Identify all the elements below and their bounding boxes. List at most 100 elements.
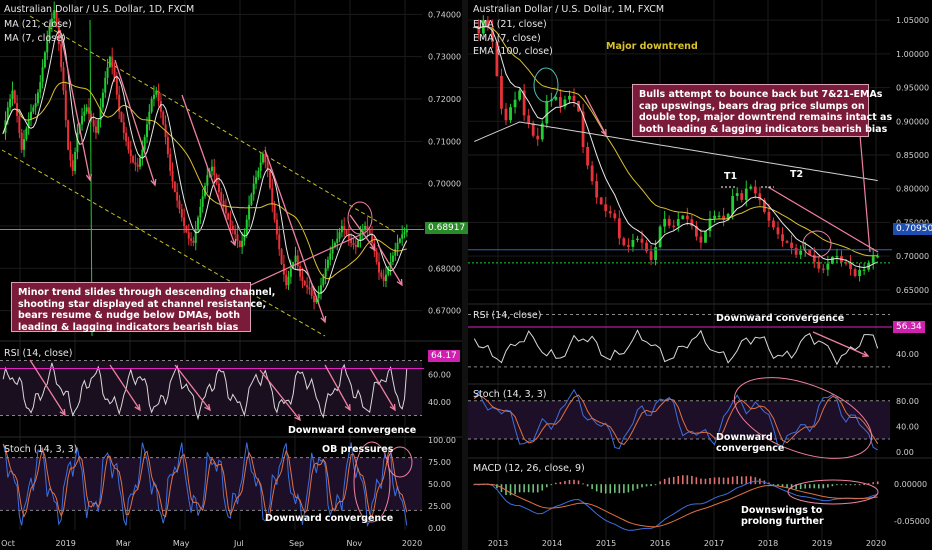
right-y-tick: 0.65000 <box>896 286 929 295</box>
left-candle <box>111 56 114 68</box>
left-stoch-y-tick: 75.00 <box>428 458 451 467</box>
left-rsi-last-tag: 64.17 <box>428 350 460 362</box>
left-candle <box>366 225 369 231</box>
right-y-tick: 0.95000 <box>896 84 929 93</box>
right-candle <box>586 146 590 166</box>
right-macd-hist-bar <box>731 476 734 485</box>
right-macd-hist-bar <box>573 479 575 485</box>
right-macd-hist-bar <box>836 484 838 486</box>
left-channel-upper <box>29 15 396 233</box>
right-candle <box>731 195 735 214</box>
left-candle <box>104 77 107 93</box>
right-candle <box>835 256 839 258</box>
left-x-tick: Mar <box>116 539 132 548</box>
right-macd-hist-bar <box>577 480 580 485</box>
right-macd-hist-bar <box>604 484 607 494</box>
panel-divider <box>462 0 468 550</box>
left-stoch-note-conv: Downward convergence <box>265 513 394 524</box>
right-note-line: cap upswings, bears drag price slumps on <box>639 100 865 112</box>
right-macd-hist-bar <box>700 478 702 485</box>
left-stoch-note-ob: OB pressures <box>322 444 394 455</box>
right-macd-hist-bar <box>514 484 516 495</box>
right-macd-hist-bar <box>695 477 698 485</box>
right-candle <box>631 240 635 247</box>
right-candle <box>518 90 522 100</box>
right-candle <box>694 226 698 237</box>
right-macd-hist-bar <box>509 484 512 496</box>
right-bottom-circle <box>802 230 832 258</box>
left-candle <box>71 160 74 171</box>
left-candle <box>125 132 128 142</box>
right-candle <box>568 95 571 100</box>
right-candle <box>649 251 653 260</box>
right-candle <box>613 213 617 219</box>
left-note-line: shooting star displayed at channel resis… <box>18 298 267 310</box>
left-candle <box>155 90 158 95</box>
right-candle <box>776 227 780 235</box>
right-rsi-title: RSI (14, close) <box>473 310 542 321</box>
left-y-tick: 0.73000 <box>428 53 461 62</box>
right-macd-hist-bar <box>790 484 793 489</box>
left-candle <box>217 183 220 193</box>
left-candle <box>13 90 16 104</box>
left-analysis-note: Minor trend slides through descending ch… <box>11 282 275 333</box>
left-candle <box>255 177 258 184</box>
left-candle <box>294 255 297 262</box>
left-candle <box>94 126 97 133</box>
right-macd-hist-bar <box>795 484 797 490</box>
right-macd-hist-bar <box>677 475 680 485</box>
left-candle <box>296 255 299 267</box>
right-ema21-line <box>474 26 878 257</box>
left-stoch-y-tick: 50.00 <box>428 480 451 489</box>
left-candle <box>306 285 309 288</box>
right-swing-arrow-head <box>600 128 607 137</box>
top-t2-label: T2 <box>790 169 804 180</box>
left-candle <box>120 111 123 123</box>
left-candle <box>74 151 77 171</box>
right-candle <box>704 231 707 243</box>
left-ma7-line <box>2 30 408 294</box>
right-legend-ema21: EMA (21, close) <box>473 19 547 30</box>
right-macd-hist-bar <box>527 484 530 493</box>
right-macd-hist-bar <box>858 484 861 486</box>
right-candle <box>740 193 744 200</box>
right-macd-note-line: Downswings to <box>741 505 823 516</box>
right-y-tick: 1.05000 <box>896 16 929 25</box>
right-macd-hist-bar <box>591 484 593 490</box>
right-x-tick: 2013 <box>488 539 508 548</box>
right-candle <box>744 188 748 200</box>
left-candle <box>199 206 202 218</box>
left-candle <box>62 67 65 91</box>
left-candle <box>187 232 190 239</box>
left-candle <box>405 230 408 233</box>
left-shooting-star-circle <box>347 201 373 235</box>
left-stoch-d-line <box>2 443 408 520</box>
left-candle <box>234 230 237 235</box>
left-candle <box>264 154 267 163</box>
right-stoch-y-tick: 0.00 <box>896 448 914 457</box>
right-candle <box>826 263 830 270</box>
left-candle <box>266 162 269 171</box>
right-macd-hist-bar <box>754 477 757 485</box>
left-candle <box>108 56 111 68</box>
right-chart-title: Australian Dollar / U.S. Dollar, 1M, FXC… <box>473 4 665 15</box>
right-legend-ema100: EMA (100, close) <box>473 46 553 57</box>
right-stoch-note-line: Downward <box>716 432 773 443</box>
left-stoch-y-tick: 0.00 <box>428 524 446 533</box>
right-candle <box>504 108 508 121</box>
right-candle <box>667 218 671 226</box>
right-x-tick: 2014 <box>542 539 562 548</box>
right-candle <box>509 107 512 121</box>
right-macd-hist-bar <box>496 484 498 489</box>
right-macd-hist-bar <box>627 484 630 493</box>
left-candle <box>310 289 313 296</box>
right-candle <box>663 218 667 227</box>
left-candle <box>41 67 44 83</box>
right-candle <box>758 193 762 201</box>
right-candle <box>658 226 662 248</box>
right-macd-hist-bar <box>582 483 584 485</box>
left-x-tick: 2019 <box>56 539 76 548</box>
right-y-tick: 1.00000 <box>896 50 929 59</box>
left-candle <box>324 268 327 277</box>
